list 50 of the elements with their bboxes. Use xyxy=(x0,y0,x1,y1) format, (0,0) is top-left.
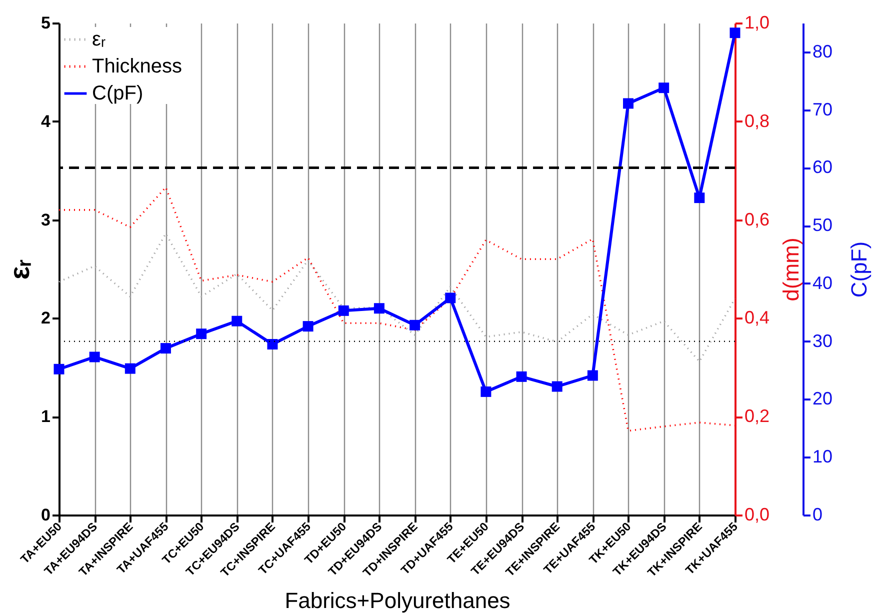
legend-label: εᵣ xyxy=(92,28,106,50)
y2-tick-label: 1,0 xyxy=(744,12,770,32)
point xyxy=(445,292,456,304)
y-tick-label: 2 xyxy=(41,308,50,328)
point xyxy=(516,371,527,382)
y-tick-label: 5 xyxy=(41,14,50,32)
y3-tick-label: 0 xyxy=(812,504,823,524)
y3-tick-label: 30 xyxy=(812,330,833,351)
point xyxy=(232,316,242,326)
point xyxy=(374,303,384,314)
point xyxy=(480,386,492,397)
y2-tick-label: 0,2 xyxy=(744,406,770,426)
point xyxy=(54,364,64,374)
point xyxy=(552,381,562,392)
y3-tick-label: 10 xyxy=(812,446,833,467)
y3-tick-label: 70 xyxy=(812,99,833,120)
y2-tick-label: 0,6 xyxy=(744,209,770,230)
line-series xyxy=(58,232,736,362)
y3-tick-label: 60 xyxy=(812,157,833,178)
y3-tick-label: 20 xyxy=(812,388,833,409)
point xyxy=(658,82,670,94)
y2-axis-title: d(mm) xyxy=(778,238,804,302)
point xyxy=(89,352,100,362)
point xyxy=(587,370,598,381)
point xyxy=(124,363,136,374)
point xyxy=(302,321,314,332)
y3-tick-label: 50 xyxy=(812,215,833,236)
point xyxy=(730,28,740,38)
y3-tick-label: 40 xyxy=(812,272,833,293)
y-axis-title: εᵣ xyxy=(4,259,36,280)
y2-tick-label: 0,8 xyxy=(744,110,770,131)
point xyxy=(410,320,420,330)
point xyxy=(160,343,171,354)
point xyxy=(338,305,349,316)
y-tick-label: 1 xyxy=(41,407,50,426)
y3-axis-title: C(pF) xyxy=(846,241,872,298)
y2-tick-label: 0,4 xyxy=(744,308,770,328)
point xyxy=(623,98,634,109)
point xyxy=(694,192,705,204)
legend-label: Thickness xyxy=(92,56,182,78)
line-series xyxy=(58,186,736,432)
y3-tick-label: 80 xyxy=(812,41,833,62)
point xyxy=(267,339,278,350)
point xyxy=(196,328,207,340)
y-tick-label: 4 xyxy=(41,112,52,131)
y-tick-label: 0 xyxy=(41,506,50,524)
y-tick-label: 3 xyxy=(41,210,50,230)
y2-tick-label: 0,0 xyxy=(744,504,770,524)
x-axis-title: Fabrics+Polyurethanes xyxy=(284,588,510,613)
legend-label: C(pF) xyxy=(92,82,144,104)
